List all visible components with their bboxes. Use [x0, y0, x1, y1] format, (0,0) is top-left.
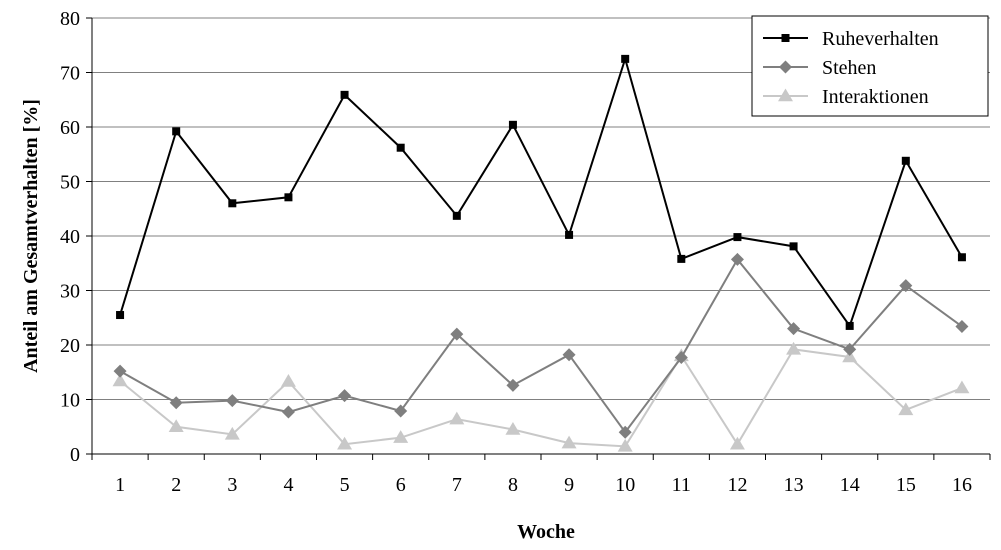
x-tick-label: 10 — [615, 474, 635, 496]
interaktionen-point — [337, 436, 353, 450]
y-tick-label: 60 — [60, 117, 80, 139]
legend: Ruheverhalten Stehen Interaktionen — [751, 15, 989, 117]
legend-ruheverhalten-point — [781, 34, 790, 42]
series-layer — [112, 54, 970, 452]
legend-interaktionen-point — [778, 88, 793, 102]
x-tick-label: 15 — [896, 474, 916, 496]
y-tick-label: 0 — [70, 444, 80, 466]
interaktionen-point — [280, 374, 296, 387]
ruheverhalten-point — [957, 253, 966, 262]
legend-label-interaktionen: Interaktionen — [822, 86, 929, 108]
interaktionen-point — [224, 426, 240, 440]
stehen-point — [562, 348, 576, 362]
y-axis-title: Anteil am Gesamtverhalten [%] — [20, 99, 42, 373]
y-tick-label: 80 — [60, 8, 80, 30]
x-tick-label: 12 — [727, 474, 747, 496]
interaktionen-point — [505, 421, 521, 435]
series-stehen — [113, 252, 969, 439]
interaktionen-point — [842, 349, 858, 363]
ruheverhalten-point — [508, 120, 517, 129]
interaktionen-point — [393, 430, 409, 443]
y-tick-label: 20 — [60, 335, 80, 357]
stehen-point — [225, 394, 239, 408]
y-tick-labels: 0 10 20 30 40 50 60 70 80 — [60, 8, 80, 466]
x-tick-label: 13 — [784, 474, 804, 496]
series-ruheverhalten — [116, 54, 966, 330]
stehen-point — [113, 364, 127, 378]
ruheverhalten-point — [228, 199, 237, 208]
interaktionen-point — [112, 373, 128, 387]
x-tick-label: 8 — [508, 474, 518, 496]
stehen-point — [955, 319, 969, 333]
interaktionen-point — [168, 419, 184, 432]
ruheverhalten-point — [677, 254, 686, 263]
stehen-point — [394, 404, 408, 418]
stehen-point — [506, 378, 520, 392]
stehen-point — [843, 342, 857, 356]
ruheverhalten-point — [340, 90, 349, 99]
x-tick-label: 11 — [672, 474, 691, 496]
ruheverhalten-point — [284, 193, 293, 202]
ruheverhalten-point — [396, 143, 405, 152]
x-tick-label: 14 — [840, 474, 860, 496]
series-line-stehen — [119, 257, 963, 434]
interaktionen-point — [954, 380, 970, 394]
x-tick-label: 3 — [227, 474, 237, 496]
legend-stehen-point — [779, 60, 792, 74]
x-tick-label: 16 — [952, 474, 972, 496]
interaktionen-point — [786, 341, 802, 355]
interaktionen-point — [449, 411, 465, 425]
stehen-point — [338, 389, 352, 403]
interaktionen-point — [561, 435, 577, 449]
x-tick-label: 4 — [283, 474, 293, 496]
ruheverhalten-point — [116, 311, 125, 320]
x-tick-labels: 1 2 3 4 5 6 7 8 9 10 11 12 13 14 15 16 — [115, 474, 972, 496]
ruheverhalten-point — [789, 242, 798, 251]
ruheverhalten-point — [452, 211, 461, 220]
y-tick-label: 40 — [60, 226, 80, 248]
axes — [86, 17, 991, 460]
stehen-point — [450, 327, 464, 341]
stehen-point — [899, 279, 913, 293]
x-tick-label: 9 — [564, 474, 574, 496]
ruheverhalten-point — [565, 230, 574, 239]
ruheverhalten-point — [172, 127, 181, 136]
ruheverhalten-point — [621, 54, 630, 63]
stehen-point — [169, 396, 183, 410]
stehen-point — [787, 322, 801, 336]
ruheverhalten-point — [733, 233, 742, 242]
legend-label-ruheverhalten: Ruheverhalten — [822, 28, 939, 50]
x-tick-label: 6 — [396, 474, 406, 496]
x-tick-label: 1 — [115, 474, 125, 496]
y-tick-label: 10 — [60, 390, 80, 412]
series-line-ruheverhalten — [119, 55, 963, 329]
series-interaktionen — [112, 341, 970, 452]
y-tick-label: 50 — [60, 172, 80, 194]
series-line-interaktionen — [119, 348, 963, 448]
x-tick-label: 2 — [171, 474, 181, 496]
x-axis-title: Woche — [517, 521, 575, 543]
y-tick-label: 70 — [60, 63, 80, 85]
x-tick-label: 5 — [340, 474, 350, 496]
stehen-point — [674, 351, 688, 365]
y-tick-label: 30 — [60, 281, 80, 303]
interaktionen-point — [729, 436, 745, 450]
stehen-point — [730, 252, 744, 266]
legend-label-stehen: Stehen — [822, 57, 876, 79]
ruheverhalten-point — [845, 321, 854, 330]
stehen-point — [618, 425, 632, 439]
ruheverhalten-point — [901, 156, 910, 165]
stehen-point — [281, 405, 295, 419]
interaktionen-point — [617, 438, 633, 452]
x-tick-label: 7 — [452, 474, 462, 496]
interaktionen-point — [898, 402, 914, 416]
